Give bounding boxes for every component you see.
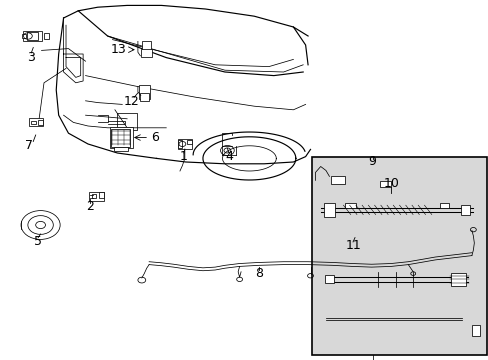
Text: 7: 7 (25, 139, 33, 152)
Bar (89, 192, 103, 201)
Bar (187, 140, 192, 144)
Bar (92, 194, 96, 198)
Bar (345, 203, 355, 208)
Text: 2: 2 (86, 200, 94, 213)
Text: 5: 5 (34, 235, 42, 248)
Bar (99, 192, 104, 198)
Bar (109, 127, 133, 148)
Text: 6: 6 (151, 131, 159, 144)
Bar (38, 120, 43, 125)
Text: 8: 8 (255, 267, 263, 280)
Text: 9: 9 (368, 156, 376, 168)
Bar (177, 139, 192, 149)
Bar (330, 176, 345, 184)
Bar (23, 31, 41, 41)
Text: 11: 11 (345, 239, 360, 252)
Text: 3: 3 (27, 51, 35, 64)
Bar (43, 33, 49, 39)
Bar (114, 147, 128, 151)
Bar (460, 205, 469, 215)
Bar (325, 275, 333, 283)
Bar (140, 93, 149, 101)
Bar (21, 34, 26, 38)
Bar (141, 49, 151, 57)
Text: 4: 4 (224, 150, 232, 163)
Bar (139, 85, 150, 99)
Bar (439, 203, 448, 208)
Bar (311, 157, 486, 355)
Text: 13: 13 (110, 43, 126, 56)
Bar (31, 121, 36, 124)
Text: 1: 1 (180, 150, 187, 163)
Bar (29, 118, 42, 126)
Bar (110, 129, 130, 147)
Bar (450, 273, 465, 286)
Bar (177, 140, 182, 148)
Text: 12: 12 (124, 95, 140, 108)
Bar (142, 41, 150, 52)
Text: 10: 10 (383, 177, 398, 190)
Bar (27, 32, 38, 40)
Bar (324, 203, 334, 217)
Bar (471, 325, 480, 336)
Bar (379, 181, 390, 187)
